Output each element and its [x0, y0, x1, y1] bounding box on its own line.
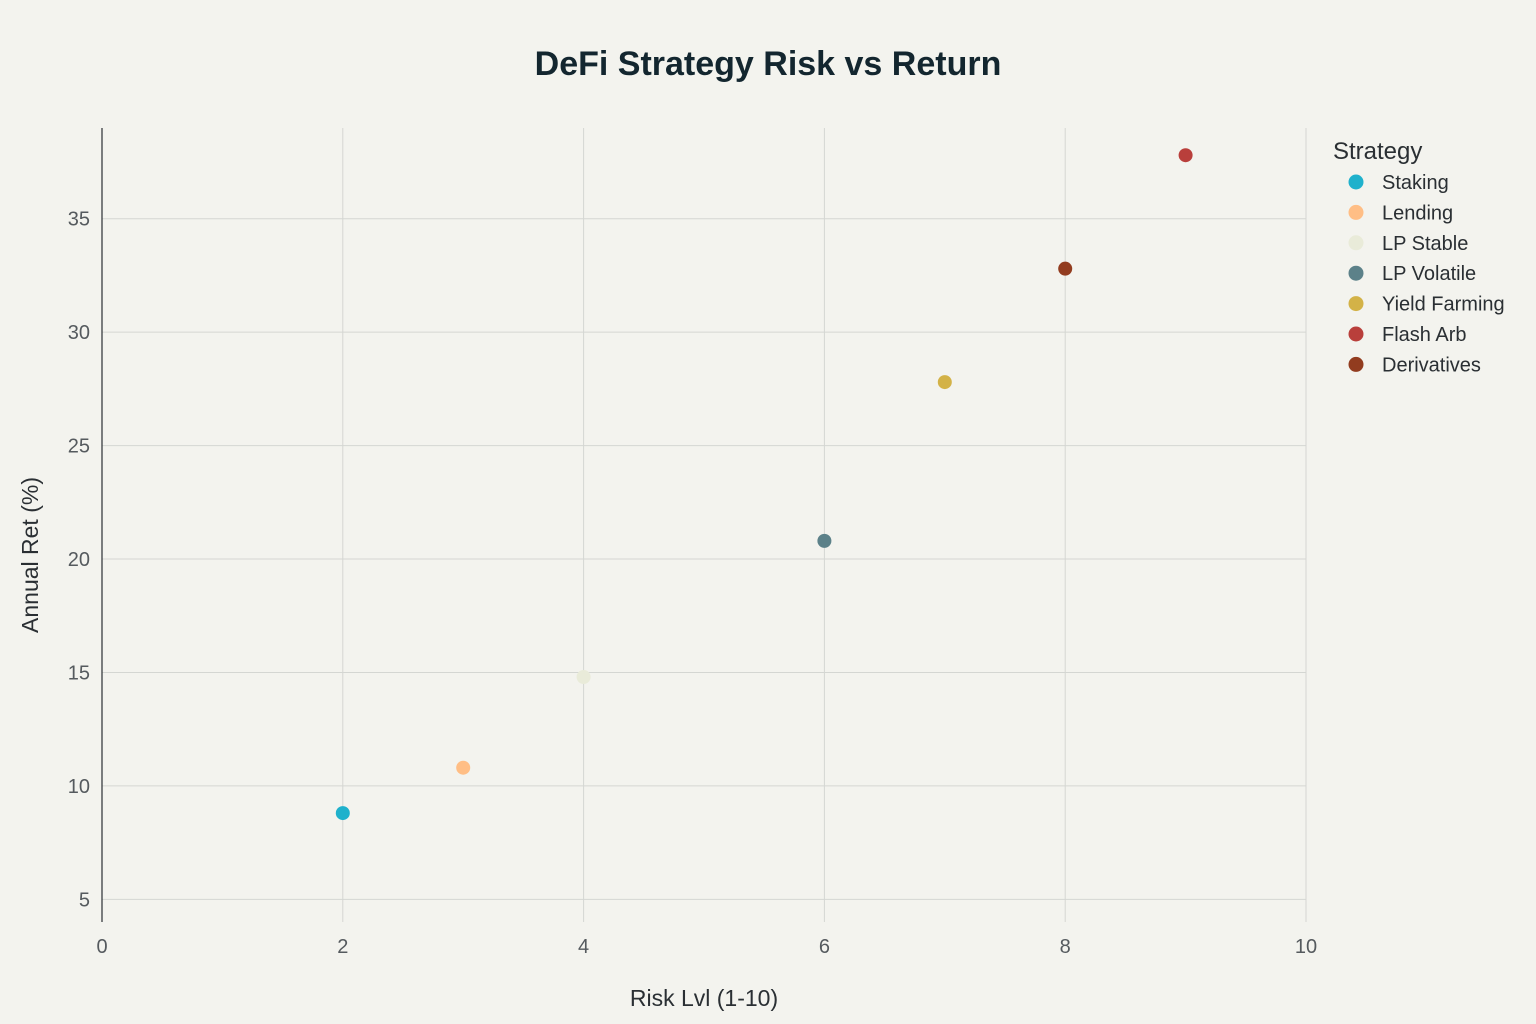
y-tick-labels: 5 10 15 20 25 30 35	[68, 209, 90, 912]
legend-marker	[1348, 174, 1364, 190]
x-tick-label: 4	[578, 936, 589, 958]
legend-marker	[1348, 296, 1364, 312]
chart-title: DeFi Strategy Risk vs Return	[535, 45, 1002, 83]
legend: Strategy Staking Lending LP Stable LP Volat…	[1333, 138, 1505, 376]
x-tick-label: 2	[337, 936, 348, 958]
legend-entry: LP Volatile	[1382, 263, 1476, 285]
legend-entry: Lending	[1382, 202, 1453, 224]
y-tick-label: 25	[68, 436, 90, 458]
data-point	[817, 533, 832, 548]
x-tick-label: 8	[1060, 936, 1071, 958]
legend-marker	[1348, 265, 1364, 281]
legend-title: Strategy	[1333, 138, 1422, 165]
x-tick-label: 10	[1295, 936, 1317, 958]
y-axis-label: Annual Ret (%)	[17, 477, 43, 633]
legend-entry: Flash Arb	[1382, 324, 1466, 346]
x-tick-label: 6	[819, 936, 830, 958]
data-point	[1058, 261, 1073, 276]
data-point	[456, 760, 471, 775]
legend-marker	[1348, 356, 1364, 372]
x-tick-labels: 0 2 4 6 8 10	[96, 936, 1317, 958]
data-point	[1178, 148, 1193, 163]
legend-marker	[1348, 326, 1364, 342]
y-tick-label: 30	[68, 322, 90, 344]
y-tick-label: 35	[68, 209, 90, 231]
data-points	[335, 148, 1193, 821]
x-axis-label: Risk Lvl (1-10)	[630, 985, 778, 1011]
grid-y	[102, 218, 1306, 900]
legend-entry: Derivatives	[1382, 354, 1481, 376]
y-tick-label: 20	[68, 549, 90, 571]
x-tick-label: 0	[96, 936, 107, 958]
legend-entry: LP Stable	[1382, 233, 1468, 255]
legend-entry: Yield Farming	[1382, 294, 1505, 316]
grid-x	[342, 128, 1307, 922]
y-tick-label: 5	[79, 889, 90, 911]
data-point	[937, 375, 952, 390]
y-tick-label: 10	[68, 776, 90, 798]
legend-marker	[1348, 204, 1364, 220]
legend-marker	[1348, 235, 1364, 251]
y-tick-label: 15	[68, 662, 90, 684]
data-point	[576, 669, 591, 684]
legend-entry: Staking	[1382, 172, 1449, 194]
data-point	[335, 806, 350, 821]
